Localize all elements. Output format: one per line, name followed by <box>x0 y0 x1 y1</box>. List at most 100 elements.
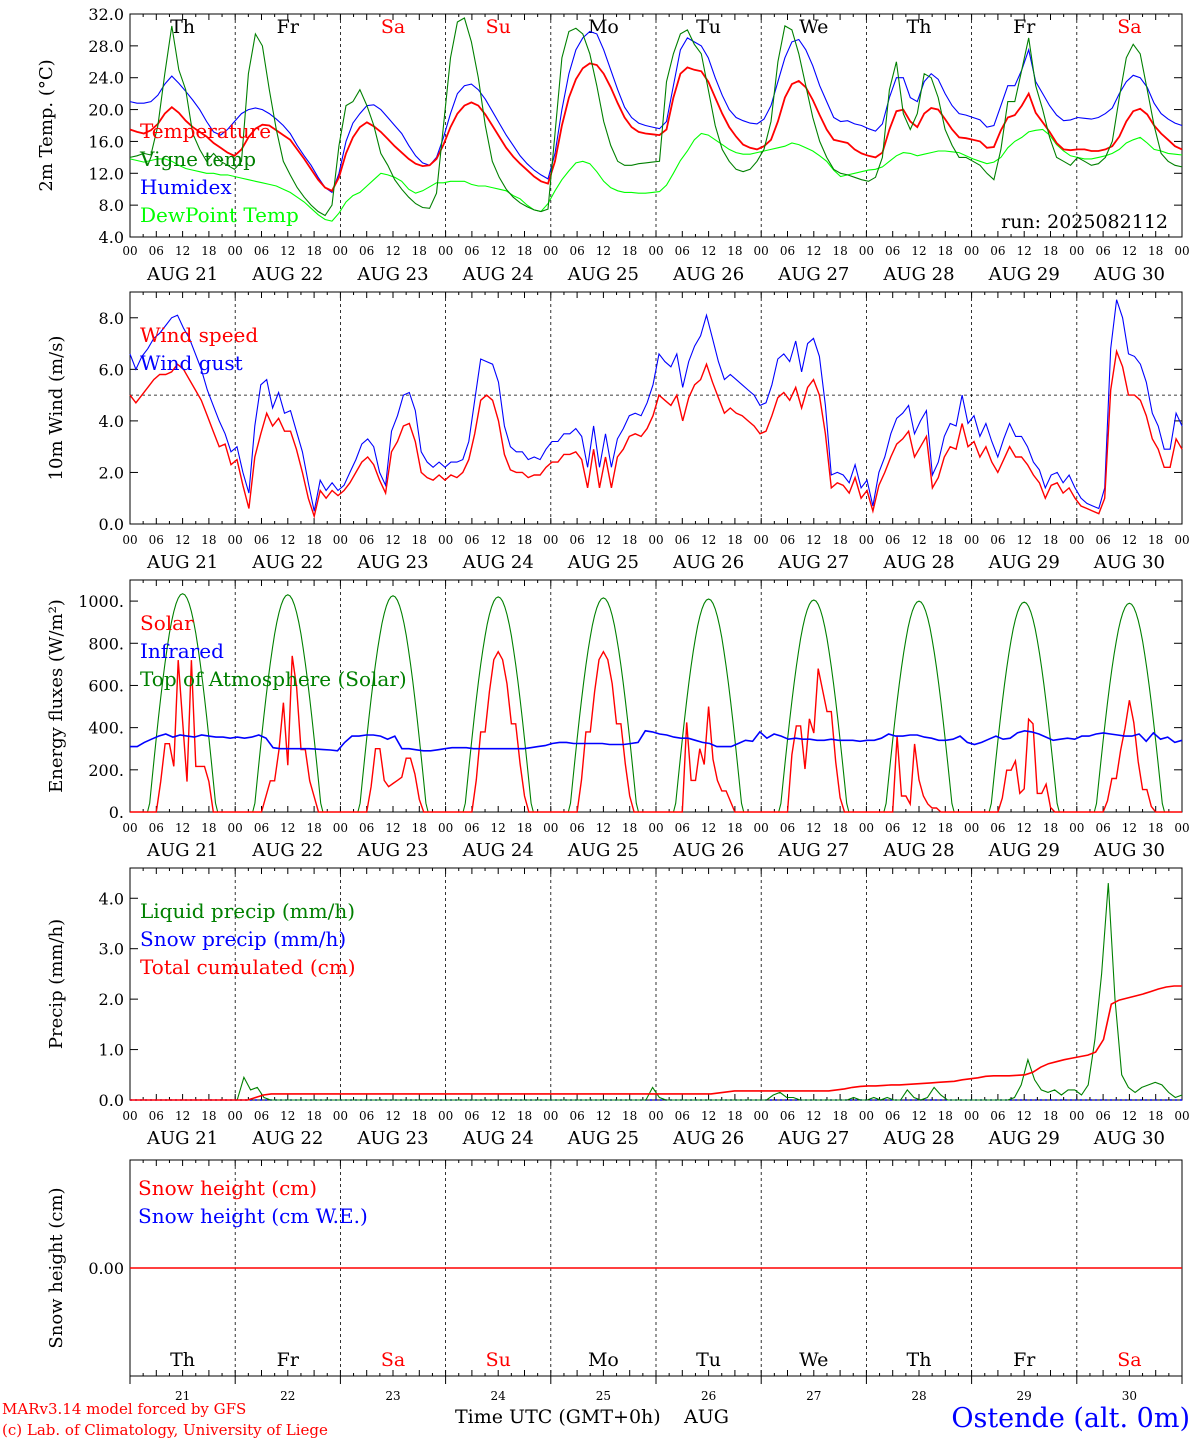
lab-credit: (c) Lab. of Climatology, University of L… <box>2 1421 328 1439</box>
y-axis-label: 10m Wind (m/s) <box>46 336 67 481</box>
hour-tick-label: 18 <box>727 533 742 547</box>
hour-tick-label: 18 <box>1043 1109 1058 1123</box>
hour-tick-label: 00 <box>964 821 979 835</box>
y-tick-label: 3.0 <box>99 940 124 959</box>
hour-tick-label: 06 <box>359 1109 374 1123</box>
hour-tick-label: 18 <box>1043 533 1058 547</box>
y-tick-label: 1000. <box>78 592 124 611</box>
hour-tick-label: 18 <box>727 244 742 258</box>
hour-tick-label: 06 <box>990 1109 1005 1123</box>
hour-tick-label: 00 <box>648 533 663 547</box>
hour-tick-label: 06 <box>675 821 690 835</box>
y-tick-label: 12.0 <box>88 164 124 183</box>
hour-tick-label: 06 <box>569 821 584 835</box>
date-label: AUG 21 <box>146 552 218 573</box>
hour-tick-label: 00 <box>228 533 243 547</box>
date-label: AUG 22 <box>251 552 323 573</box>
date-label: AUG 29 <box>988 840 1060 861</box>
date-label: AUG 27 <box>777 552 849 573</box>
hour-tick-label: 06 <box>675 533 690 547</box>
y-tick-label: 24.0 <box>88 69 124 88</box>
date-label: AUG 26 <box>672 840 744 861</box>
hour-tick-label: 12 <box>385 821 400 835</box>
day-abbr-label: Th <box>170 1349 195 1371</box>
day-number-label: 21 <box>175 1389 190 1403</box>
hour-tick-label: 00 <box>859 533 874 547</box>
hour-tick-label: 12 <box>806 1109 821 1123</box>
hour-tick-label: 18 <box>832 244 847 258</box>
date-label: AUG 21 <box>146 1128 218 1149</box>
y-tick-label: 8.0 <box>99 196 124 215</box>
date-label: AUG 25 <box>567 552 639 573</box>
day-abbr-label: Th <box>907 16 932 38</box>
legend-entry: Wind gust <box>140 351 243 375</box>
date-label: AUG 21 <box>146 840 218 861</box>
hour-tick-label: 18 <box>201 1109 216 1123</box>
day-abbr-label: Sa <box>381 1349 405 1371</box>
series-line-total-cumulated <box>130 985 1182 1101</box>
hour-tick-label: 18 <box>1148 821 1163 835</box>
hour-tick-label: 12 <box>385 244 400 258</box>
hour-tick-label: 12 <box>280 821 295 835</box>
hour-tick-label: 12 <box>385 1109 400 1123</box>
hour-tick-label: 18 <box>412 244 427 258</box>
hour-tick-label: 00 <box>648 1109 663 1123</box>
hour-tick-label: 06 <box>359 244 374 258</box>
series-line-liquid-precip <box>130 883 1183 1101</box>
hour-tick-label: 12 <box>1122 533 1137 547</box>
hour-tick-label: 18 <box>622 821 637 835</box>
y-axis-label: Snow height (cm) <box>46 1187 67 1348</box>
day-abbr-label: Sa <box>381 16 405 38</box>
hour-tick-label: 12 <box>1017 1109 1032 1123</box>
hour-tick-label: 00 <box>333 1109 348 1123</box>
hour-tick-label: 06 <box>569 533 584 547</box>
legend-entry: Wind speed <box>140 323 258 347</box>
hour-tick-label: 12 <box>175 821 190 835</box>
hour-tick-label: 06 <box>1095 821 1110 835</box>
hour-tick-label: 06 <box>1095 533 1110 547</box>
legend-entry: Total cumulated (cm) <box>140 955 356 979</box>
hour-tick-label: 06 <box>1095 244 1110 258</box>
date-label: AUG 27 <box>777 840 849 861</box>
date-label: AUG 21 <box>146 264 218 285</box>
day-number-label: 22 <box>280 1389 295 1403</box>
day-number-label: 24 <box>491 1389 507 1403</box>
y-tick-label: 32.0 <box>88 5 124 24</box>
hour-tick-label: 06 <box>780 533 795 547</box>
hour-tick-label: 00 <box>122 244 137 258</box>
hour-tick-label: 18 <box>517 533 532 547</box>
hour-tick-label: 18 <box>517 821 532 835</box>
date-label: AUG 24 <box>462 264 534 285</box>
day-number-label: 29 <box>1017 1389 1032 1403</box>
hour-tick-label: 18 <box>938 1109 953 1123</box>
location-title: Ostende (alt. 0m) <box>951 1403 1190 1434</box>
day-abbr-label: Sa <box>1117 16 1141 38</box>
legend-entry: Top of Atmosphere (Solar) <box>140 667 407 691</box>
day-abbr-label: Sa <box>1117 1349 1141 1371</box>
hour-tick-label: 06 <box>149 1109 164 1123</box>
hour-tick-label: 00 <box>754 1109 769 1123</box>
date-label: AUG 23 <box>356 264 428 285</box>
day-number-label: 27 <box>806 1389 821 1403</box>
hour-tick-label: 18 <box>201 244 216 258</box>
day-abbr-label: Fr <box>1013 16 1036 38</box>
hour-tick-label: 00 <box>122 821 137 835</box>
hour-tick-label: 18 <box>306 533 321 547</box>
hour-tick-label: 00 <box>228 1109 243 1123</box>
day-number-label: 28 <box>911 1389 926 1403</box>
hour-tick-label: 06 <box>990 533 1005 547</box>
hour-tick-label: 00 <box>648 244 663 258</box>
date-label: AUG 28 <box>882 264 954 285</box>
hour-tick-label: 12 <box>1017 821 1032 835</box>
hour-tick-label: 00 <box>648 821 663 835</box>
y-tick-label: 16.0 <box>88 132 124 151</box>
hour-tick-label: 12 <box>806 533 821 547</box>
hour-tick-label: 18 <box>832 821 847 835</box>
day-abbr-label: Tu <box>696 16 721 38</box>
series-line-humidex <box>129 30 1183 194</box>
day-number-label: 25 <box>596 1389 611 1403</box>
hour-tick-label: 18 <box>938 533 953 547</box>
hour-tick-label: 18 <box>727 1109 742 1123</box>
hour-tick-label: 12 <box>596 1109 611 1123</box>
